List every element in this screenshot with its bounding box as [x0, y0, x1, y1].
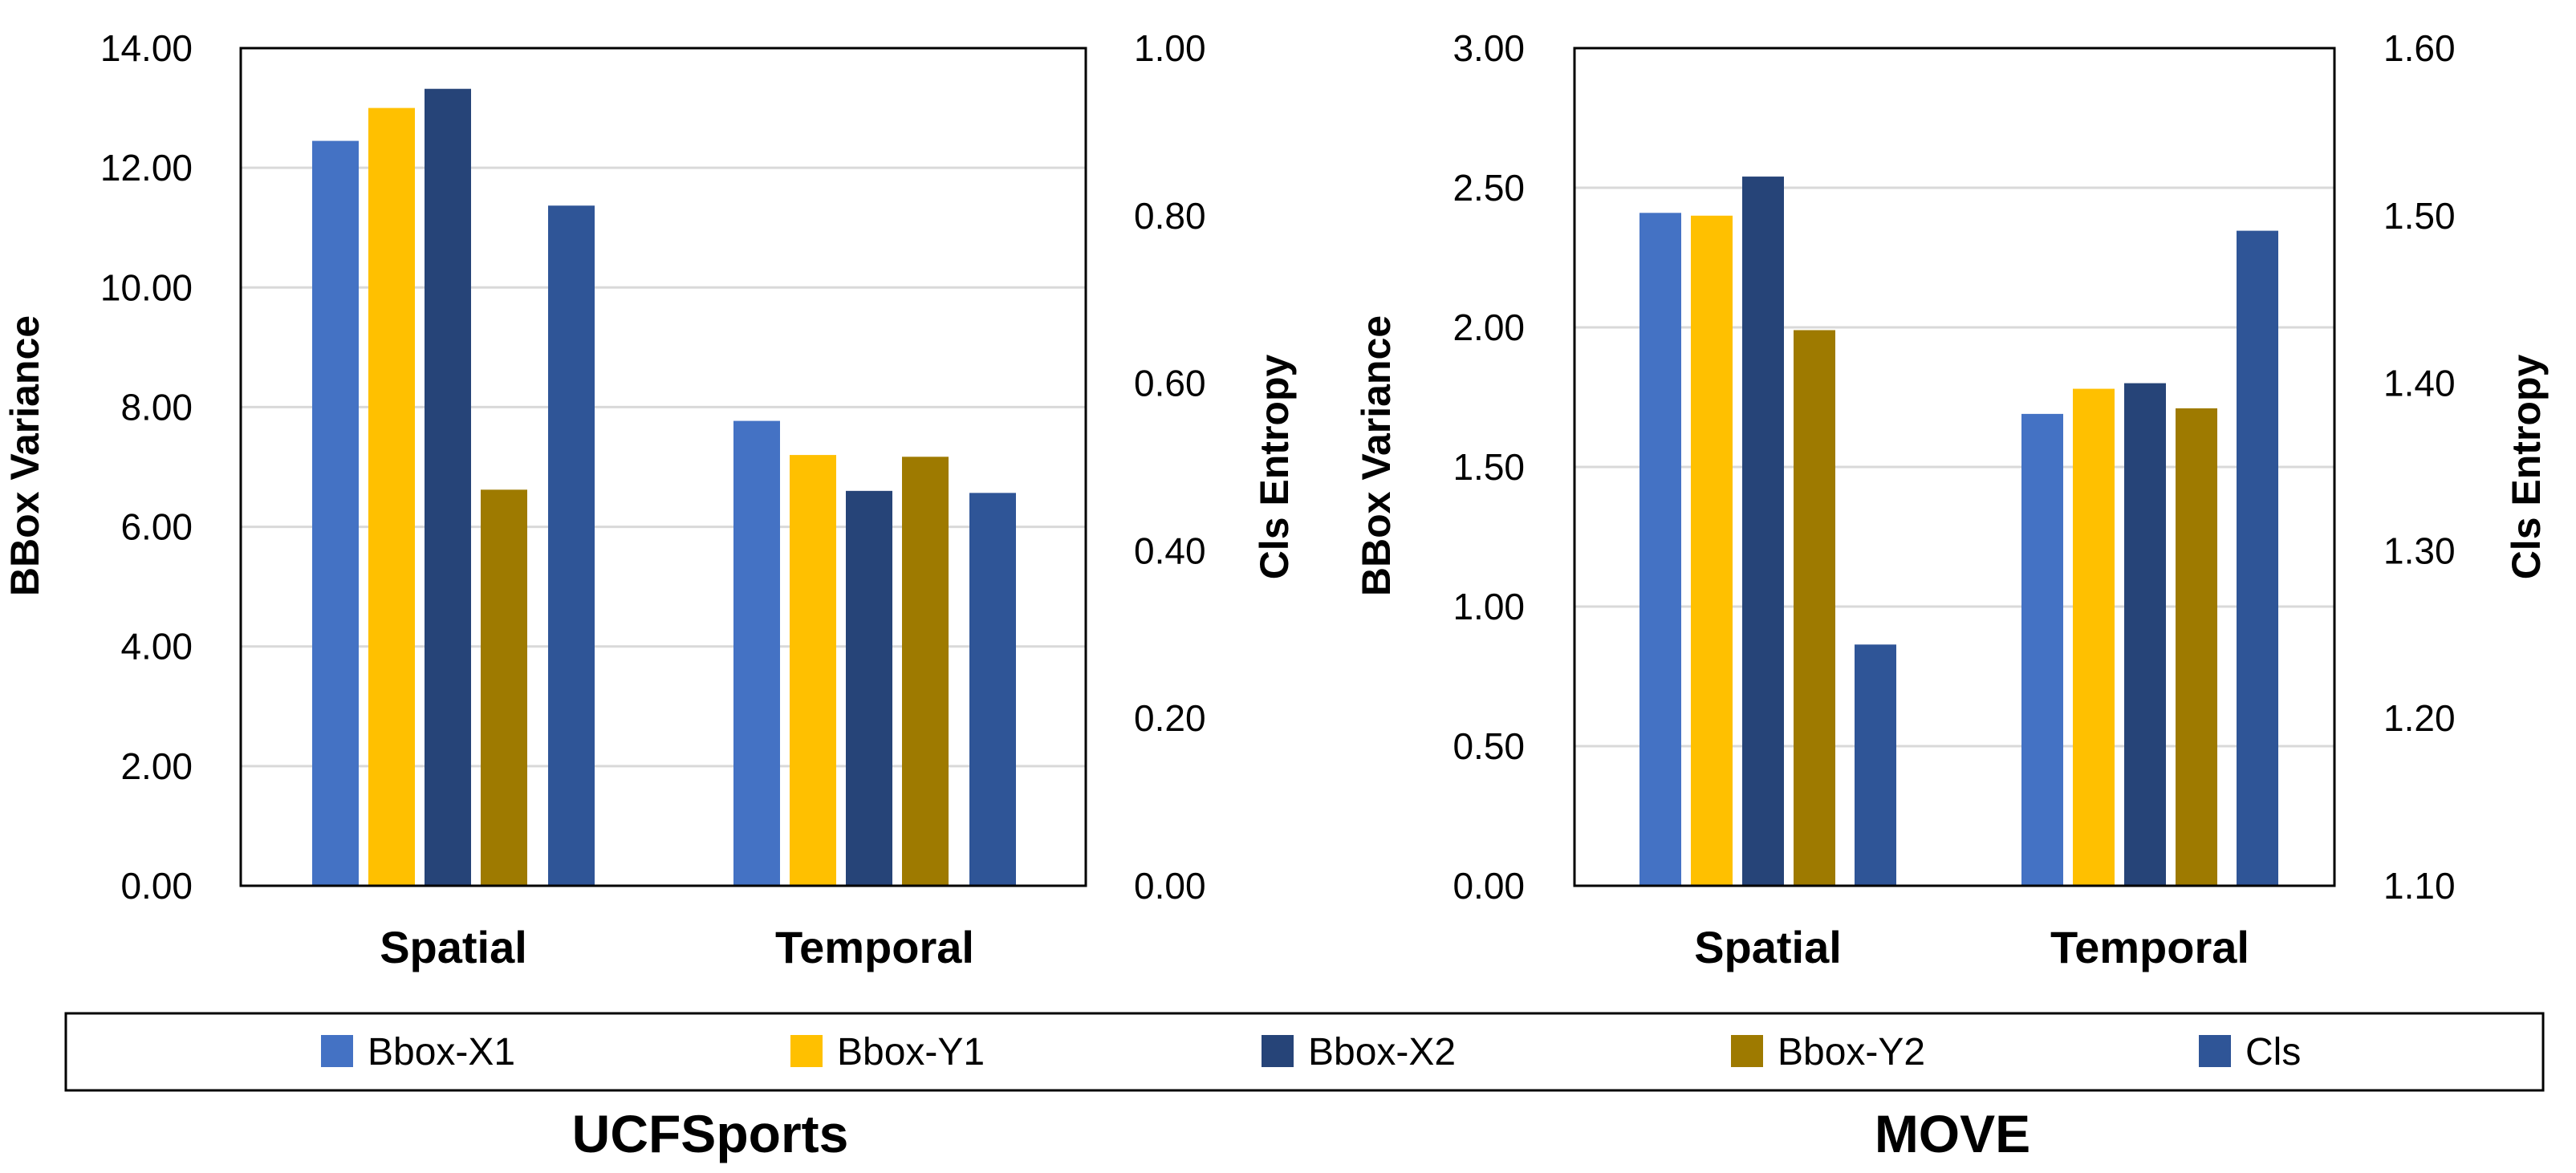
chart-move: 0.00 0.50 1.00 1.50 2.00 2.50 3.00 1.10 1.20 1.3…	[1354, 27, 2549, 1163]
bar-bbox-x1-spatial	[1639, 213, 1681, 886]
right-axis-title: Cls Entropy	[1252, 355, 1297, 580]
legend-swatch-bbox-y1	[790, 1035, 823, 1067]
category-label: Spatial	[380, 922, 527, 972]
left-tick-label: 0.00	[1453, 865, 1525, 907]
bars	[1639, 177, 2278, 887]
bar-bbox-x1-temporal	[733, 420, 780, 886]
right-tick-label: 1.10	[2383, 865, 2456, 907]
bar-bbox-x1-temporal	[2021, 413, 2063, 886]
right-tick-label: 0.00	[1134, 865, 1206, 907]
left-tick-label: 1.00	[1453, 586, 1525, 627]
bar-cls-temporal	[2237, 230, 2278, 886]
chart-title: MOVE	[1875, 1104, 2030, 1163]
left-tick-label: 0.00	[120, 865, 193, 907]
bar-bbox-y1-temporal	[790, 455, 836, 886]
chart-title: UCFSports	[572, 1104, 849, 1163]
legend-swatch-bbox-x2	[1262, 1035, 1294, 1067]
legend-swatch-bbox-y2	[1731, 1035, 1763, 1067]
legend-swatch-bbox-x1	[321, 1035, 353, 1067]
left-axis-ticks: 0.00 0.50 1.00 1.50 2.00 2.50 3.00	[1453, 27, 1525, 907]
left-tick-label: 2.00	[1453, 306, 1525, 348]
left-tick-label: 3.00	[1453, 27, 1525, 69]
category-label: Spatial	[1694, 922, 1842, 972]
plot-frame	[239, 47, 1087, 887]
plot-frame	[1573, 47, 2336, 887]
left-axis-title: BBox Variance	[2, 315, 47, 596]
bar-bbox-x2-temporal	[2124, 383, 2166, 887]
bar-bbox-x2-spatial	[425, 88, 471, 887]
bar-cls-temporal	[969, 493, 1016, 886]
left-axis-title: BBox Variance	[1354, 315, 1399, 596]
bar-bbox-y1-spatial	[368, 108, 415, 887]
right-tick-label: 1.60	[2383, 27, 2456, 69]
category-labels: Spatial Temporal	[1694, 922, 2249, 972]
right-tick-label: 0.40	[1134, 530, 1206, 571]
bar-bbox-x2-temporal	[846, 490, 892, 886]
legend-label-bbox-y1: Bbox-Y1	[837, 1031, 985, 1074]
right-tick-label: 1.50	[2383, 195, 2456, 237]
bar-bbox-y2-temporal	[2176, 408, 2217, 886]
gridlines	[1574, 186, 2334, 748]
right-tick-label: 1.40	[2383, 363, 2456, 404]
left-axis-ticks: 0.00 2.00 4.00 6.00 8.00 10.00 12.00 14.00	[100, 27, 193, 907]
right-tick-label: 1.00	[1134, 27, 1206, 69]
right-tick-label: 0.20	[1134, 697, 1206, 739]
left-tick-label: 1.50	[1453, 446, 1525, 488]
bar-cls-spatial	[548, 205, 595, 887]
bars	[312, 88, 1016, 887]
legend-swatch-cls	[2199, 1035, 2231, 1067]
legend-label-cls: Cls	[2245, 1031, 2301, 1074]
right-axis-ticks: 0.00 0.20 0.40 0.60 0.80 1.00	[1134, 27, 1206, 907]
left-tick-label: 2.50	[1453, 167, 1525, 209]
legend-label-bbox-x2: Bbox-X2	[1308, 1031, 1456, 1074]
left-tick-label: 6.00	[120, 506, 193, 548]
bar-bbox-y2-spatial	[1794, 330, 1835, 887]
right-tick-label: 1.20	[2383, 697, 2456, 739]
legend-box	[64, 1012, 2545, 1092]
category-label: Temporal	[2050, 922, 2249, 972]
bar-bbox-y2-temporal	[902, 457, 949, 886]
right-axis-title: Cls Entropy	[2504, 355, 2549, 580]
bar-bbox-x1-spatial	[312, 140, 359, 887]
bar-bbox-x2-spatial	[1742, 177, 1784, 886]
left-tick-label: 8.00	[120, 386, 193, 428]
legend-label-bbox-y2: Bbox-Y2	[1778, 1031, 1925, 1074]
left-tick-label: 10.00	[100, 266, 193, 308]
bar-bbox-y1-temporal	[2073, 388, 2115, 886]
category-label: Temporal	[775, 922, 974, 972]
bar-cls-spatial	[1855, 644, 1896, 886]
left-tick-label: 12.00	[100, 147, 193, 189]
left-tick-label: 0.50	[1453, 725, 1525, 767]
right-tick-label: 1.30	[2383, 530, 2456, 571]
bar-bbox-y1-spatial	[1691, 215, 1733, 886]
bar-bbox-y2-spatial	[481, 489, 527, 886]
left-tick-label: 4.00	[120, 626, 193, 668]
legend: Bbox-X1 Bbox-Y1 Bbox-X2 Bbox-Y2 Cls	[64, 1012, 2545, 1092]
right-axis-ticks: 1.10 1.20 1.30 1.40 1.50 1.60	[2383, 27, 2456, 907]
left-tick-label: 14.00	[100, 27, 193, 69]
gridlines	[241, 166, 1086, 768]
chart-ucfsports: 0.00 2.00 4.00 6.00 8.00 10.00 12.00 14.00 0.00…	[2, 27, 1297, 1163]
legend-label-bbox-x1: Bbox-X1	[368, 1031, 515, 1074]
left-tick-label: 2.00	[120, 745, 193, 787]
right-tick-label: 0.80	[1134, 195, 1206, 237]
category-labels: Spatial Temporal	[380, 922, 974, 972]
right-tick-label: 0.60	[1134, 363, 1206, 404]
